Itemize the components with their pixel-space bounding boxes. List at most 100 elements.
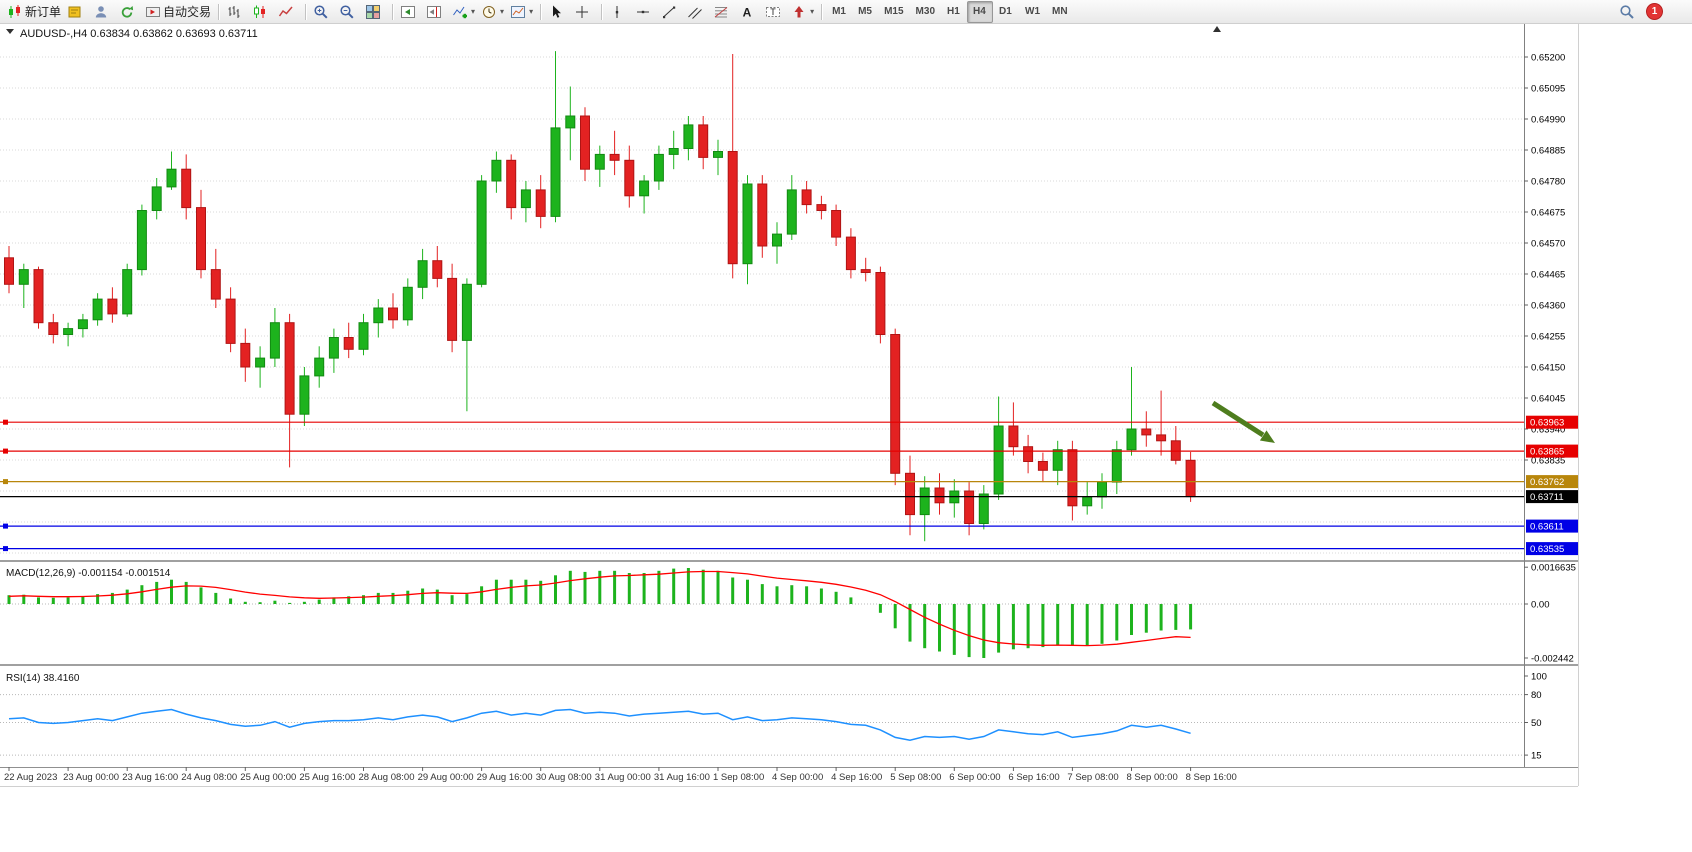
time-axis: 22 Aug 2023 23 Aug 00:00 23 Aug 16:00 24 Au… <box>4 767 1237 783</box>
crosshair-button[interactable] <box>571 1 597 23</box>
horizontal-price-line[interactable] <box>0 448 1524 454</box>
indicators-button[interactable]: ▾ <box>449 1 478 23</box>
panel-separators[interactable] <box>0 560 1578 768</box>
candle <box>845 236 856 271</box>
text-button[interactable]: A <box>736 1 762 23</box>
rsi-label: RSI(14) 38.4160 <box>6 673 80 684</box>
horizontal-price-line[interactable] <box>0 419 1524 425</box>
text-label-button[interactable]: T <box>762 1 788 23</box>
metaeditor-button[interactable] <box>64 1 90 23</box>
svg-text:0.63535: 0.63535 <box>1530 544 1564 555</box>
autotrading-button[interactable]: 自动交易 <box>142 1 214 23</box>
tile-windows-icon <box>365 4 381 20</box>
candle <box>831 210 842 238</box>
cursor-button[interactable] <box>545 1 571 23</box>
candle <box>801 189 812 206</box>
candlestick-chart-button[interactable] <box>249 1 275 23</box>
line-chart-button[interactable] <box>275 1 301 23</box>
candle <box>594 153 605 170</box>
vertical-line-button[interactable] <box>606 1 632 23</box>
timeframe-h4-button[interactable]: H4 <box>967 0 993 23</box>
dropdown-arrow-icon[interactable]: ▾ <box>471 6 476 16</box>
time-axis-label: 4 Sep 00:00 <box>772 772 823 783</box>
timeframe-mn-button[interactable]: MN <box>1046 1 1074 23</box>
candles-layer <box>4 51 1196 542</box>
candle <box>491 159 502 182</box>
horizontal-price-line[interactable] <box>0 546 1524 552</box>
zoom-out-icon <box>339 4 355 20</box>
candle <box>432 260 443 279</box>
price-axis-label: 0.64570 <box>1531 239 1565 250</box>
annotation-arrow[interactable] <box>1211 400 1275 443</box>
time-axis-label: 7 Sep 08:00 <box>1067 772 1118 783</box>
candle <box>905 472 915 516</box>
horizontal-price-line[interactable] <box>0 479 1524 485</box>
candle <box>683 124 694 150</box>
candle <box>92 298 103 321</box>
timeframe-m30-button[interactable]: M30 <box>910 1 941 23</box>
new-order-button[interactable]: 新订单 <box>4 1 64 23</box>
timeframe-w1-button[interactable]: W1 <box>1019 1 1046 23</box>
arrow-shape-icon <box>791 4 807 20</box>
candle <box>33 269 44 324</box>
tile-windows-button[interactable] <box>362 1 388 23</box>
auto-scroll-button[interactable] <box>397 1 423 23</box>
trendline-button[interactable] <box>658 1 684 23</box>
horizontal-price-line[interactable] <box>0 523 1524 529</box>
candle <box>122 269 133 315</box>
periods-button[interactable]: ▾ <box>478 1 507 23</box>
search-icon[interactable] <box>1619 4 1635 20</box>
candle <box>919 487 930 516</box>
price-axis-label: 0.64885 <box>1531 146 1565 157</box>
candle <box>107 298 118 315</box>
one-click-trading-arrow-icon[interactable] <box>6 29 14 34</box>
channel-button[interactable] <box>684 1 710 23</box>
time-axis-label: 8 Sep 16:00 <box>1186 772 1237 783</box>
dropdown-arrow-icon[interactable]: ▾ <box>810 6 815 16</box>
toolbar-separator <box>218 3 220 20</box>
candle <box>240 342 251 368</box>
candle <box>1082 496 1093 507</box>
timeframe-m1-button[interactable]: M1 <box>826 1 852 23</box>
arrows-button[interactable]: ▾ <box>788 1 817 23</box>
templates-button[interactable]: ▾ <box>507 1 536 23</box>
rsi-axis: 100 80 50 15 <box>1524 672 1547 762</box>
candle <box>417 260 428 288</box>
timeframe-d1-button-label: D1 <box>999 6 1012 17</box>
candle <box>875 272 886 335</box>
fibonacci-button[interactable] <box>710 1 736 23</box>
svg-text:T: T <box>770 6 776 16</box>
zoom-out-button[interactable] <box>336 1 362 23</box>
price-line-badge: 0.63963 <box>1526 415 1578 429</box>
refresh-button[interactable] <box>116 1 142 23</box>
timeframe-m15-button[interactable]: M15 <box>878 1 909 23</box>
toolbar-items: 新订单 自动交易 ▾ ▾ ▾ A T ▾ M1 M5 M15 M30 H1 H4 D1 W1 MN <box>4 0 1074 23</box>
bar-chart-button[interactable] <box>223 1 249 23</box>
timeframe-m5-button[interactable]: M5 <box>852 1 878 23</box>
price-axis-label: 0.64990 <box>1531 115 1565 126</box>
time-axis-label: 28 Aug 08:00 <box>359 772 415 783</box>
candle <box>978 493 989 524</box>
candle <box>388 307 398 321</box>
zoom-in-button[interactable] <box>310 1 336 23</box>
candle <box>343 337 354 350</box>
candle <box>624 159 635 197</box>
dropdown-arrow-icon[interactable]: ▾ <box>500 6 505 16</box>
market-watch-button[interactable] <box>90 1 116 23</box>
rsi-axis-label: 100 <box>1531 672 1547 683</box>
dropdown-arrow-icon[interactable]: ▾ <box>529 6 534 16</box>
timeframe-h1-button[interactable]: H1 <box>941 1 967 23</box>
price-axis-label: 0.64360 <box>1531 301 1565 312</box>
timeframe-d1-button[interactable]: D1 <box>993 1 1019 23</box>
channel-icon <box>687 4 703 20</box>
chart-shift-button[interactable] <box>423 1 449 23</box>
candle <box>550 127 561 217</box>
timeframe-h1-button-label: H1 <box>947 6 960 17</box>
horizontal-line-button[interactable] <box>632 1 658 23</box>
candle <box>1185 459 1196 498</box>
time-axis-label: 31 Aug 00:00 <box>595 772 651 783</box>
notification-badge[interactable]: 1 <box>1647 4 1662 19</box>
time-axis-label: 23 Aug 00:00 <box>63 772 119 783</box>
zoom-in-icon <box>313 4 329 20</box>
